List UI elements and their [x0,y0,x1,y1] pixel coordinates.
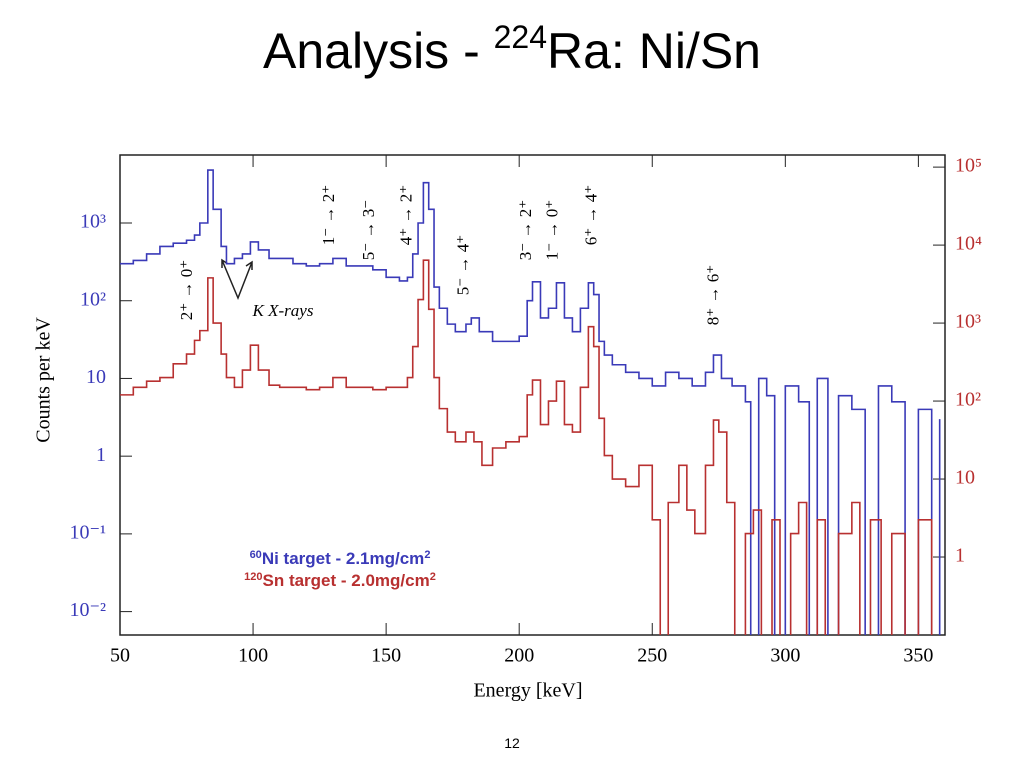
slide-title: Analysis - 224Ra: Ni/Sn [263,19,761,79]
transition-label: 5⁻ → 3⁻ [359,200,378,260]
xray-arrows [221,258,253,300]
y2-tick-label: 10⁵ [955,155,982,177]
transition-label: 2⁺ → 0⁺ [177,260,196,320]
transition-label: 1⁻ → 2⁺ [319,185,338,245]
y-axis-label: Counts per keV [33,317,55,443]
x-tick-label: 350 [903,645,933,667]
y2-tick-label: 10⁴ [955,233,982,255]
legend-name: Ni target - 2.1mg/cm [262,549,425,568]
page-number: 12 [504,735,520,751]
y2-tick-label: 10³ [955,311,981,333]
y2-tick-label: 1 [955,545,965,567]
y-tick-label: 10 [86,366,106,388]
spectrum-line [120,259,933,635]
y2-tick-label: 10 [955,467,975,489]
title-rest: Ra: Ni/Sn [547,23,761,79]
spectrum-line [120,169,941,635]
legend-unit-sup: 2 [424,549,430,561]
transition-label: 6⁺ → 4⁺ [582,185,601,245]
transition-label: 8⁺ → 6⁺ [703,265,722,325]
y-tick-label: 1 [96,444,106,466]
y2-tick-label: 10² [955,389,981,411]
y-tick-label: 10² [80,288,106,310]
y-tick-label: 10⁻² [69,599,106,621]
legend-entry: 120Sn target - 2.0mg/cm2 [244,571,436,590]
title-text: Analysis - [263,23,494,79]
legend-sup: 60 [250,549,262,561]
legend-entry: 60Ni target - 2.1mg/cm2 [250,549,431,568]
title-superscript: 224 [494,19,547,55]
xray-label: K X-rays [252,301,314,320]
transition-label: 5⁻ → 4⁺ [454,235,473,295]
transition-label: 1⁻ → 0⁺ [543,200,562,260]
transition-label: 3⁻ → 2⁺ [516,200,535,260]
legend-unit-sup: 2 [430,571,436,583]
legend-sup: 120 [244,571,262,583]
x-axis-label: Energy [keV] [473,680,582,702]
transition-label: 4⁺ → 2⁺ [396,185,415,245]
x-tick-label: 200 [504,645,534,667]
legend-name: Sn target - 2.0mg/cm [263,571,430,590]
x-tick-label: 100 [238,645,268,667]
x-tick-label: 50 [110,645,130,667]
x-tick-label: 250 [637,645,667,667]
x-tick-label: 300 [770,645,800,667]
y-tick-label: 10³ [80,211,106,233]
y-tick-label: 10⁻¹ [69,521,106,543]
x-tick-label: 150 [371,645,401,667]
